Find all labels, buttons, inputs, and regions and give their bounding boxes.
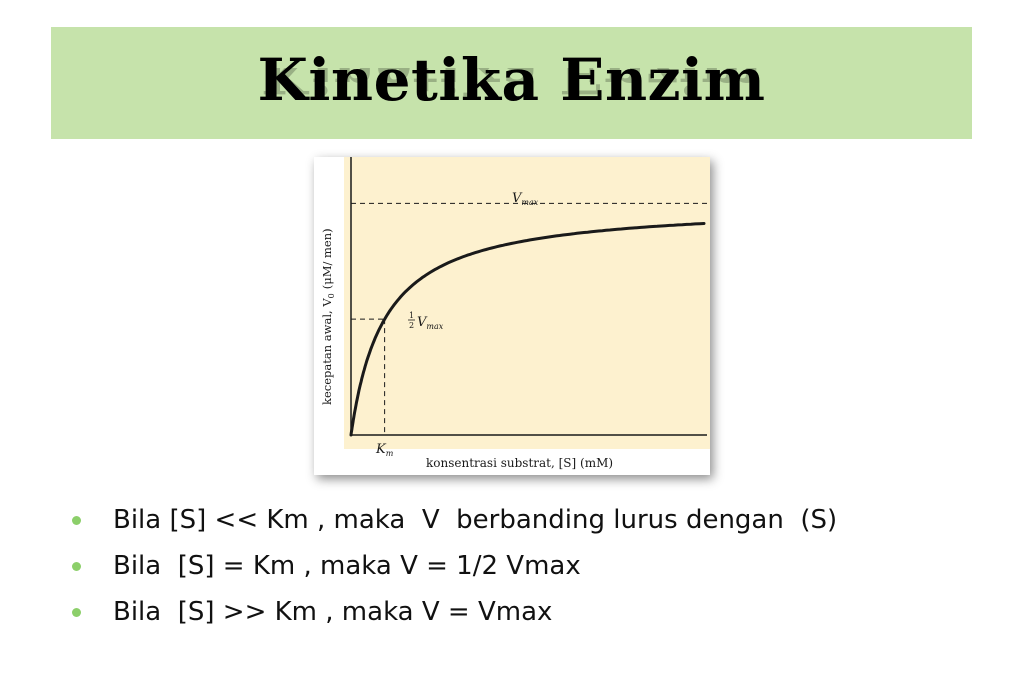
slide-title: Kinetika Enzim <box>257 46 766 114</box>
bullet-list: Bila [S] << Km , maka V berbanding lurus… <box>60 497 837 635</box>
bullet-item: Bila [S] = Km , maka V = 1/2 Vmax <box>60 543 837 589</box>
michaelis-menten-chart: Vmax 1 2 Vmax Km konsentrasi substrat, [… <box>314 157 710 475</box>
x-axis-label: konsentrasi substrat, [S] (mM) <box>426 456 613 470</box>
bullet-item: Bila [S] << Km , maka V berbanding lurus… <box>60 497 837 543</box>
bullet-text: Bila [S] << Km , maka V berbanding lurus… <box>113 505 838 535</box>
bullet-item: Bila [S] >> Km , maka V = Vmax <box>60 589 837 635</box>
half-vmax-label: 1 2 Vmax <box>408 311 444 331</box>
chart-ylabel-strip <box>314 157 344 475</box>
svg-text:2: 2 <box>409 321 414 330</box>
chart-label-strip <box>314 449 710 475</box>
reaction-rate-curve <box>349 222 706 437</box>
svg-text:1: 1 <box>409 311 414 320</box>
y-axis-label: kecepatan awal, V0(μM/ men) <box>320 228 336 405</box>
bullet-dot-icon <box>72 516 81 525</box>
km-label: Km <box>375 442 394 458</box>
title-band <box>51 27 972 139</box>
slide-title-reflection: Kinetika Enzim <box>260 68 762 104</box>
bullet-text: Bila [S] >> Km , maka V = Vmax <box>113 597 553 627</box>
chart-background <box>314 157 710 475</box>
bullet-dot-icon <box>72 562 81 571</box>
svg-text:Vmax: Vmax <box>417 315 444 331</box>
michaelis-menten-figure: Vmax 1 2 Vmax Km konsentrasi substrat, [… <box>314 157 710 475</box>
vmax-label: Vmax <box>512 191 539 207</box>
bullet-text: Bila [S] = Km , maka V = 1/2 Vmax <box>113 551 581 581</box>
bullet-dot-icon <box>72 608 81 617</box>
